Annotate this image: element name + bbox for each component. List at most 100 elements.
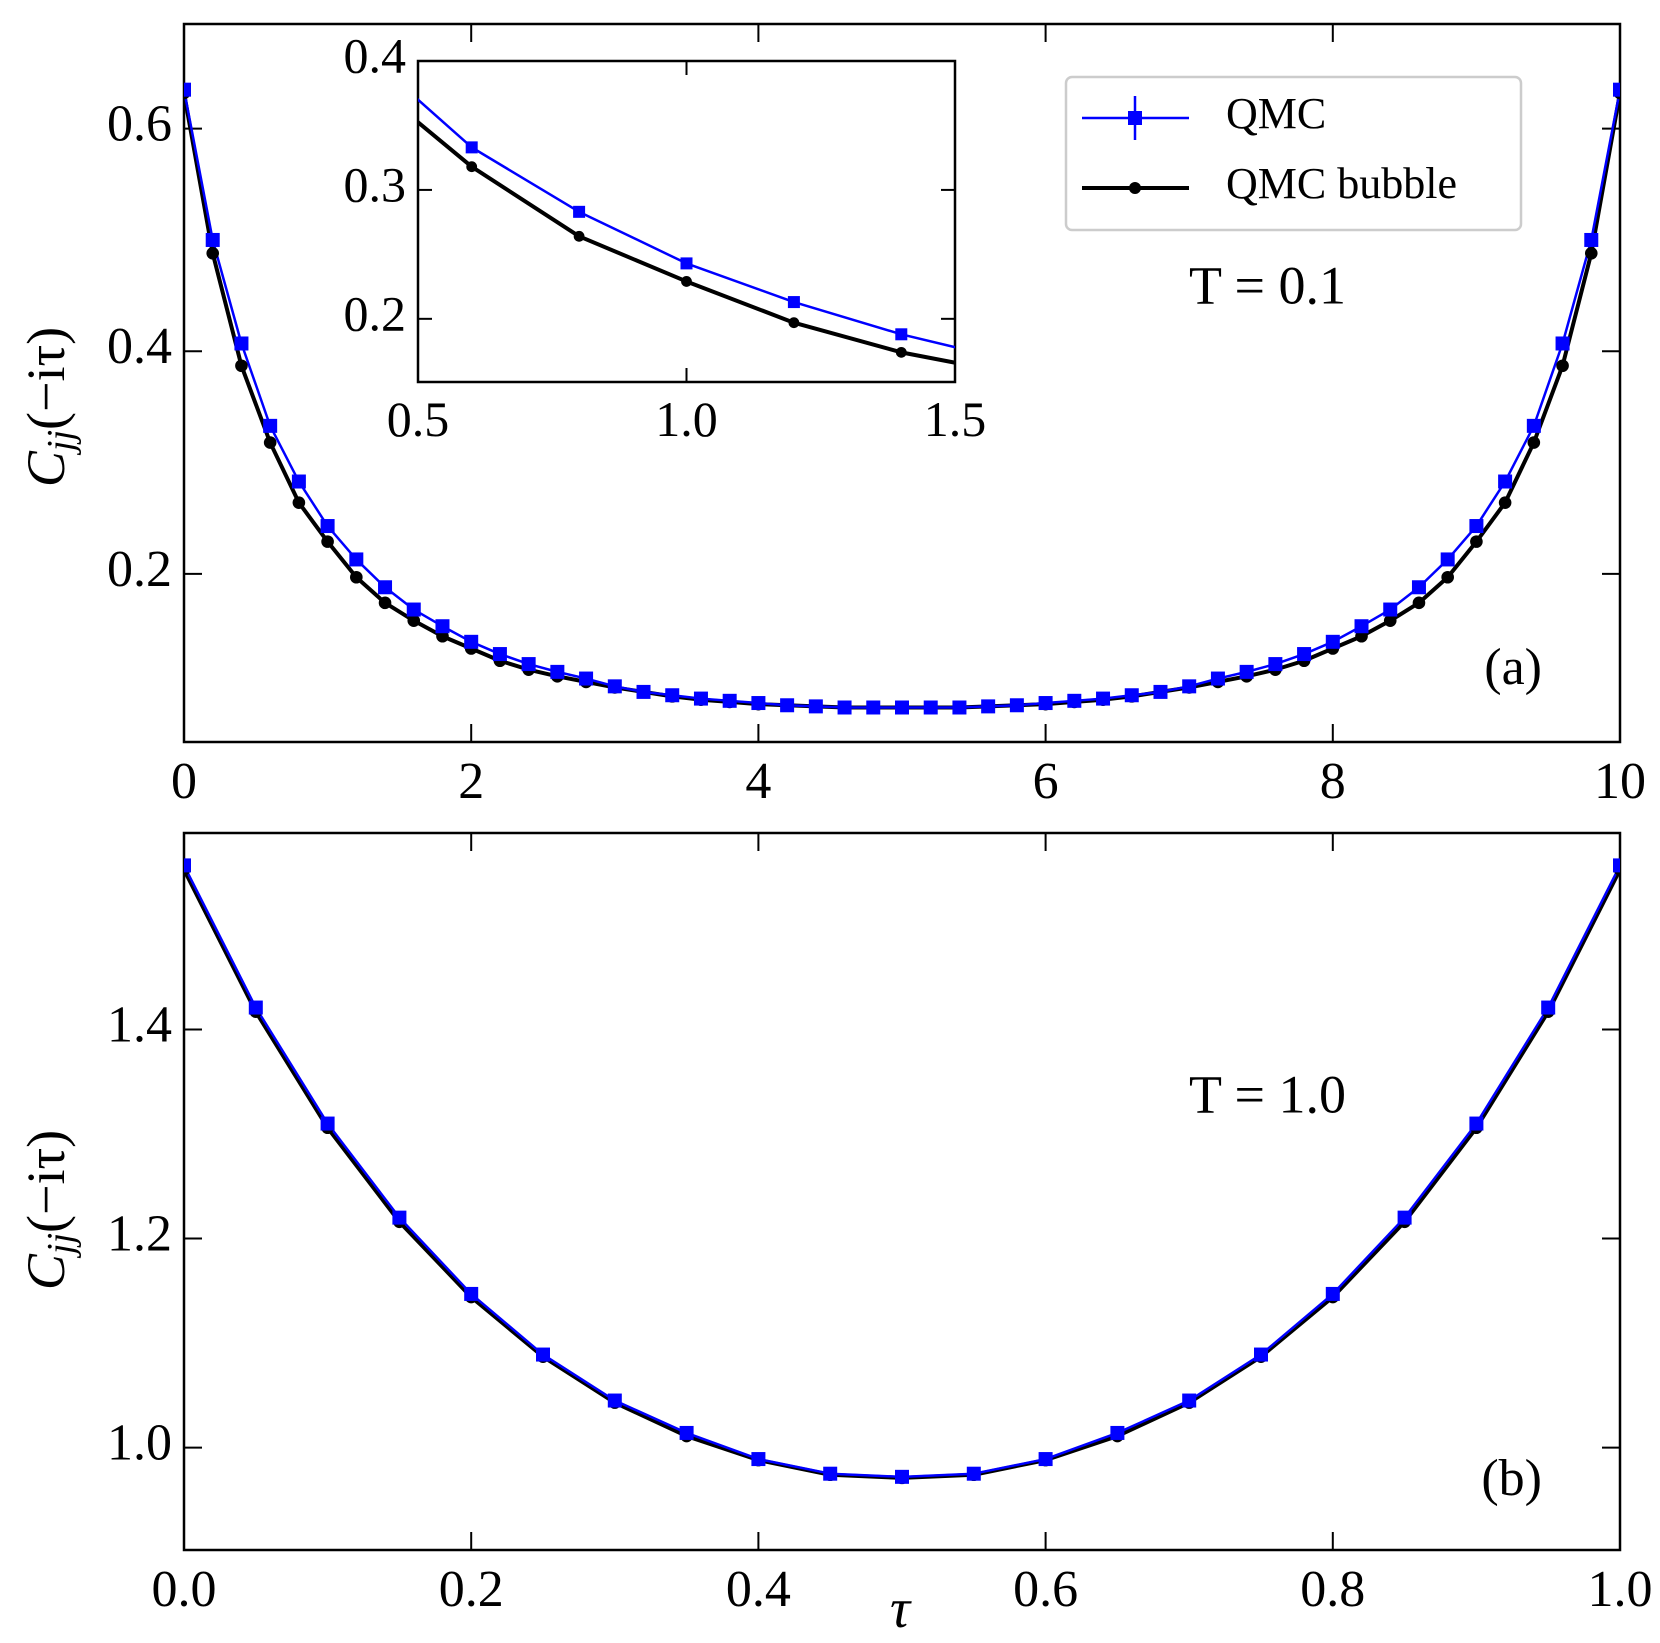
legend-label: QMC bubble [1226,159,1457,208]
square-marker [952,700,967,715]
y-label-rest: (−iτ) [16,327,76,430]
square-marker [1153,684,1168,699]
x-tick-label: 0.4 [726,1561,791,1618]
square-marker [636,684,651,699]
y-tick-label: 1.2 [107,1205,172,1262]
square-marker [263,418,278,433]
square-marker [780,698,795,713]
y-label-main: C [16,450,76,487]
square-marker [1498,474,1513,489]
square-marker [349,552,364,567]
x-tick-label: 0.0 [152,1561,217,1618]
square-marker [607,1393,622,1408]
y-label-sub: jj [40,1233,82,1259]
square-marker [722,693,737,708]
square-marker [1110,1425,1125,1440]
square-marker [923,700,938,715]
square-marker [1239,664,1254,679]
legend-frame [1064,75,1523,232]
square-marker [291,474,306,489]
legend-marker [1129,182,1141,194]
legend: QMC QMC bubble [1064,75,1523,232]
axes-frame [416,59,957,384]
square-marker [966,1466,981,1481]
y-tick-label: 0.2 [107,541,172,598]
square-marker [1096,691,1111,706]
circle-marker [350,570,363,584]
y-tick-label: 1.0 [107,1415,172,1472]
square-marker [320,1116,335,1131]
circle-marker [895,346,907,358]
square-marker [1038,696,1053,711]
axes: 0.5 1.0 1.5 0.2 0.3 0.4 [344,27,987,447]
square-marker [1354,619,1369,634]
square-marker [1210,671,1225,686]
y-tick-label: 0.4 [344,27,407,83]
x-tick-label: 0.5 [387,391,450,447]
square-marker [248,1000,263,1015]
plot-area [418,98,955,365]
x-tick-label: 0.2 [439,1561,504,1618]
circle-marker [321,535,334,548]
axes: 0 2 4 6 8 10 0.2 0.4 0.6 [107,22,1646,810]
square-marker [573,205,586,218]
square-marker [1297,647,1312,662]
circle-marker [378,596,392,610]
y-tick-label: 0.3 [344,156,407,212]
square-marker [406,602,421,617]
square-marker [1613,82,1620,97]
annotation: T = 1.0 [1189,1064,1346,1124]
square-marker [895,328,908,341]
square-marker [1541,1000,1556,1015]
square-marker [1067,693,1082,708]
axes-frame [182,22,1622,744]
square-marker [823,1466,838,1481]
square-marker [234,336,249,351]
square-marker [521,657,536,672]
plot-area [184,82,1620,715]
square-marker [1325,634,1340,649]
panel-label: (b) [1481,1450,1542,1507]
square-marker [205,232,220,247]
square-marker [751,696,766,711]
square-marker [1469,519,1484,534]
square-marker [184,82,191,97]
square-marker [1526,418,1541,433]
square-marker [1038,1452,1053,1467]
square-marker [837,700,852,715]
plot-area [184,858,1620,1485]
square-marker [550,664,565,679]
square-marker [693,691,708,706]
y-axis-label: Cjj(−iτ) [16,327,81,487]
x-tick-label: 0.6 [1013,1561,1078,1618]
circle-marker [1498,496,1512,509]
square-marker [465,141,478,154]
legend-label: QMC [1226,89,1326,138]
y-tick-label: 0.6 [107,96,172,153]
panel-label: (a) [1484,639,1542,696]
x-tick-label: 1.0 [655,391,718,447]
y-label-main: C [16,1253,76,1290]
square-marker [435,619,450,634]
square-marker [1584,232,1599,247]
x-tick-label: 10 [1594,753,1646,810]
square-marker [392,1210,407,1225]
square-marker [1182,679,1197,694]
y-tick-label: 0.2 [344,285,407,341]
circle-marker [681,276,692,287]
square-marker [536,1347,550,1362]
annotation: T = 0.1 [1189,255,1346,315]
square-marker [808,699,823,714]
square-marker [607,679,622,694]
circle-marker [235,359,248,373]
square-marker [680,257,693,270]
x-tick-label: 6 [1033,753,1059,810]
square-marker [1009,698,1024,713]
square-marker [184,858,191,873]
circle-marker [466,161,478,173]
square-marker [866,700,881,715]
y-label-rest: (−iτ) [16,1130,76,1233]
x-tick-label: 0.8 [1300,1561,1365,1618]
x-tick-label: 8 [1320,753,1346,810]
